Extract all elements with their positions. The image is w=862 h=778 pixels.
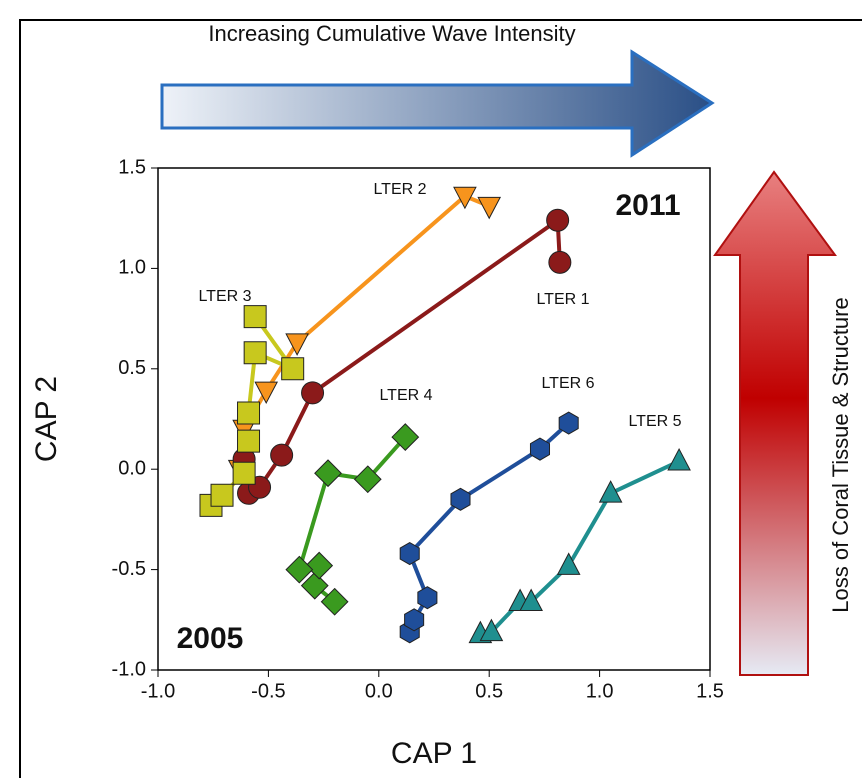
marker	[353, 465, 382, 494]
marker	[232, 461, 256, 485]
series-label: LTER 3	[198, 288, 251, 305]
marker	[281, 357, 305, 381]
x-axis-title: CAP 1	[391, 737, 477, 770]
loss-label: Loss of Coral Tissue & Structure	[828, 297, 853, 612]
plot-area	[157, 167, 711, 671]
y-tick-label: -1.0	[112, 658, 146, 680]
y-tick-label: 0.5	[118, 357, 146, 379]
marker	[453, 186, 477, 210]
marker	[285, 555, 314, 584]
y-tick-label: -0.5	[112, 558, 146, 580]
marker	[314, 459, 342, 488]
series-label: LTER 6	[541, 375, 594, 392]
marker	[556, 552, 581, 575]
marker	[285, 333, 309, 356]
wave-label: Increasing Cumulative Wave Intensity	[208, 21, 575, 46]
marker	[301, 381, 325, 405]
marker	[399, 541, 420, 566]
marker	[237, 401, 261, 425]
y-tick-label: 0.0	[118, 457, 146, 479]
marker	[667, 447, 691, 471]
series-line	[237, 193, 490, 470]
marker	[450, 487, 471, 511]
y-tick-label: 1.0	[118, 257, 146, 279]
series-label: LTER 2	[373, 181, 426, 198]
marker	[243, 305, 267, 329]
marker	[548, 250, 572, 274]
marker	[305, 551, 334, 580]
x-tick-label: 0.0	[365, 680, 393, 702]
marker	[243, 341, 267, 365]
marker	[320, 587, 349, 616]
marker	[404, 608, 425, 632]
wave-arrow	[160, 49, 715, 158]
x-tick-label: -0.5	[251, 680, 285, 702]
marker	[391, 423, 420, 451]
marker	[417, 586, 438, 610]
series-label: LTER 4	[379, 387, 432, 404]
marker	[210, 483, 234, 507]
series-label: LTER 1	[536, 291, 589, 308]
x-tick-label: 1.5	[696, 680, 724, 702]
year-label: 2005	[177, 622, 244, 655]
marker	[529, 437, 551, 461]
marker	[270, 443, 294, 467]
frame	[19, 19, 862, 778]
x-tick-label: -1.0	[141, 680, 175, 702]
x-tick-label: 0.5	[475, 680, 503, 702]
marker	[546, 208, 570, 232]
year-label: 2011	[615, 189, 680, 222]
marker	[598, 480, 623, 503]
marker	[254, 381, 279, 405]
series-label: LTER 5	[628, 413, 681, 430]
y-tick-label: 1.5	[118, 156, 146, 178]
marker	[477, 196, 502, 220]
marker	[558, 411, 579, 435]
y-axis-title: CAP 2	[30, 376, 63, 462]
marker	[237, 429, 261, 453]
marker	[479, 618, 504, 642]
marker	[300, 571, 329, 600]
marker	[519, 588, 543, 612]
loss-arrow	[713, 170, 837, 676]
x-tick-label: 1.0	[586, 680, 614, 702]
